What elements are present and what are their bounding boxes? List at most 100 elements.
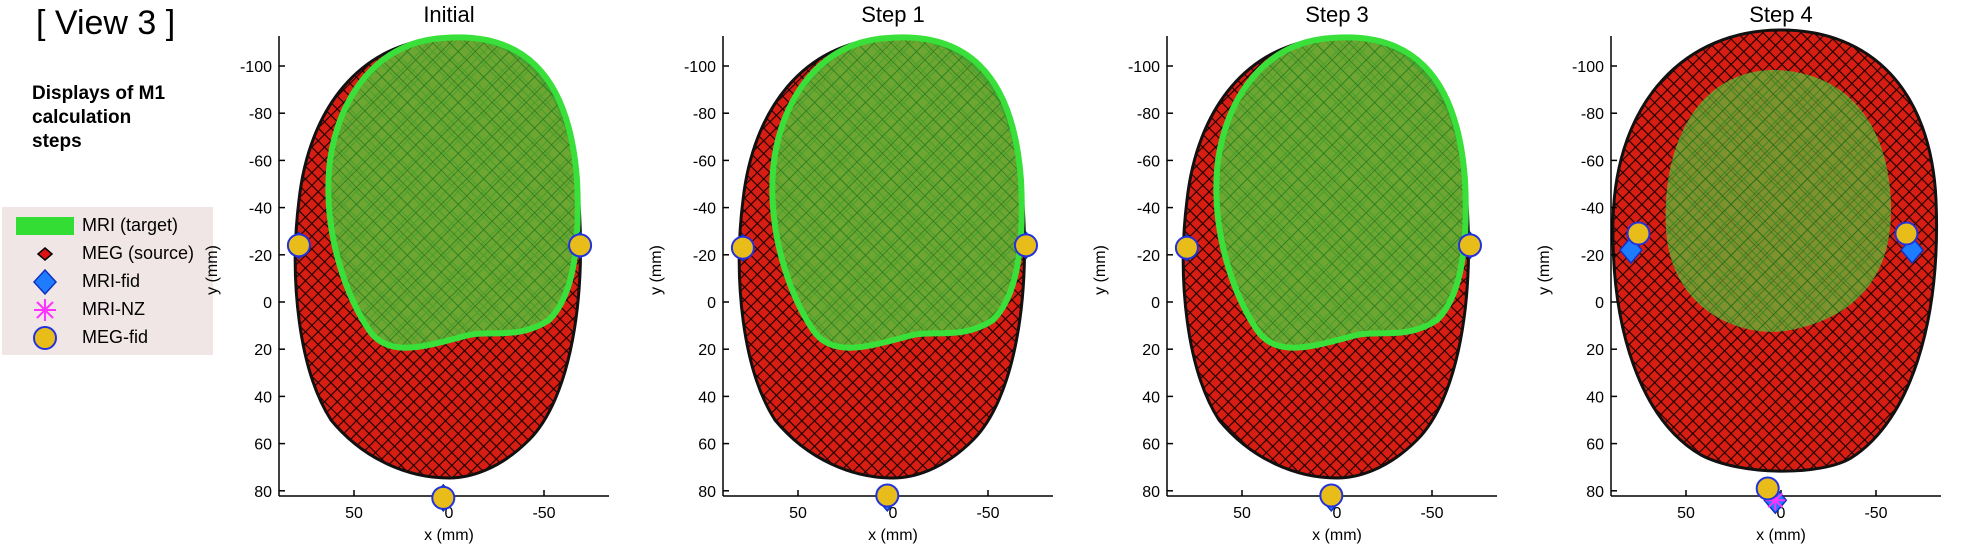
meg-fid-marker	[1174, 235, 1199, 260]
y-tick-label: 80	[1142, 484, 1160, 501]
red-diamond-icon	[36, 247, 54, 261]
y-tick-label: 0	[707, 295, 716, 312]
y-tick-label: 40	[1142, 389, 1160, 406]
x-tick-label: 0	[1777, 505, 1786, 522]
blue-diamond-icon	[32, 269, 58, 295]
x-tick-label: -50	[532, 505, 555, 522]
y-tick-label: 80	[1586, 484, 1604, 501]
y-tick-label: 60	[698, 437, 716, 454]
y-tick-label: -40	[249, 201, 272, 218]
legend: MRI (target) MEG (source) MRI-fid MRI-NZ…	[2, 207, 213, 355]
meg-fid-marker	[1626, 221, 1651, 246]
chart-title: Step 3	[1305, 2, 1369, 27]
y-tick-label: -80	[249, 106, 272, 123]
meg-fid-marker	[1755, 476, 1780, 501]
y-tick-label: -20	[1137, 248, 1160, 265]
chart-title: Initial	[423, 2, 474, 27]
x-axis-label: x (mm)	[1756, 527, 1806, 544]
legend-item: MRI-fid	[2, 269, 213, 295]
meg-fid-marker	[568, 233, 593, 258]
y-axis-label: y (mm)	[648, 245, 665, 295]
chart-title: Step 1	[861, 2, 925, 27]
x-tick-label: 0	[445, 505, 454, 522]
y-tick-label: -20	[249, 248, 272, 265]
chart-panel: -100 -80 -60 -40 -20 0 20 40 60 80 50 0 -50 Step 4 x (…	[1536, 2, 1941, 544]
x-axis-label: x (mm)	[868, 527, 918, 544]
y-tick-label: 60	[1586, 437, 1604, 454]
y-axis-label: y (mm)	[1092, 245, 1109, 295]
y-tick-label: 0	[1151, 295, 1160, 312]
y-tick-label: -60	[1581, 153, 1604, 170]
y-tick-label: -20	[1581, 248, 1604, 265]
y-tick-label: -80	[1581, 106, 1604, 123]
x-tick-label: 50	[1233, 505, 1251, 522]
y-tick-label: 60	[1142, 437, 1160, 454]
meg-fid-marker	[1458, 233, 1482, 258]
meg-fid-marker	[1014, 233, 1038, 258]
chart-panel: -100 -80 -60 -40 -20 0 20 40 60 80 50 0 -50 Step 3 x (…	[1092, 2, 1497, 544]
legend-item: MRI (target)	[2, 213, 213, 239]
y-tick-label: 20	[1142, 342, 1160, 359]
chart-panel: -100 -80 -60 -40 -20 0 20 40 60 80 50 0 -50 Initial x …	[204, 2, 609, 544]
yellow-circle-icon	[33, 326, 57, 350]
legend-label: MRI-fid	[82, 271, 140, 291]
y-tick-label: -100	[1572, 59, 1604, 76]
y-tick-label: -100	[684, 59, 716, 76]
y-tick-label: -100	[240, 59, 272, 76]
chart-title: Step 4	[1749, 2, 1813, 27]
subtitle: Displays of M1 calculation steps	[32, 83, 166, 152]
x-axis-label: x (mm)	[424, 527, 474, 544]
x-axis-label: x (mm)	[1312, 527, 1362, 544]
meg-fid-marker	[1319, 483, 1344, 508]
y-tick-label: 20	[1586, 342, 1604, 359]
x-tick-label: 50	[789, 505, 807, 522]
y-tick-label: -60	[1137, 153, 1160, 170]
mri-nz-stroke	[1767, 492, 1784, 508]
y-tick-label: 60	[254, 437, 272, 454]
y-tick-label: -60	[693, 153, 716, 170]
y-tick-label: 20	[254, 342, 272, 359]
legend-label: MRI (target)	[82, 215, 179, 235]
x-tick-label: -50	[1864, 505, 1887, 522]
magenta-asterisk-icon	[34, 299, 56, 321]
x-tick-label: -50	[1420, 505, 1443, 522]
meg-fid-marker	[730, 235, 755, 260]
green-patch-icon	[16, 217, 74, 235]
y-tick-label: 80	[698, 484, 716, 501]
x-tick-label: 0	[1333, 505, 1342, 522]
y-tick-label: 40	[698, 389, 716, 406]
y-axis-label: y (mm)	[204, 245, 221, 295]
y-tick-label: 20	[698, 342, 716, 359]
y-tick-label: -40	[1581, 201, 1604, 218]
view-label: [ View 3 ]	[36, 4, 176, 42]
y-tick-label: -100	[1128, 59, 1160, 76]
legend-item: MEG (source)	[2, 241, 213, 267]
mri-target-mesh	[1665, 70, 1891, 332]
chart-panel: -100 -80 -60 -40 -20 0 20 40 60 80 50 0 -50 Step 1 x (…	[648, 2, 1053, 544]
meg-fid-marker	[431, 485, 456, 510]
legend-item: MRI-NZ	[2, 297, 213, 323]
y-axis-label: y (mm)	[1536, 245, 1553, 295]
y-tick-label: -40	[693, 201, 716, 218]
mri-target-mesh	[1213, 34, 1469, 351]
y-tick-label: 40	[1586, 389, 1604, 406]
legend-label: MEG-fid	[82, 327, 149, 347]
y-tick-label: 0	[263, 295, 272, 312]
y-tick-label: -80	[693, 106, 716, 123]
meg-fid-marker	[286, 233, 311, 258]
y-tick-label: 80	[254, 484, 272, 501]
y-tick-label: 0	[1595, 295, 1604, 312]
meg-fid-marker	[875, 483, 900, 508]
y-tick-label: -40	[1137, 201, 1160, 218]
mri-target-mesh	[769, 34, 1025, 351]
y-tick-label: 40	[254, 389, 272, 406]
x-tick-label: 0	[889, 505, 898, 522]
legend-item: MEG-fid	[2, 325, 213, 351]
legend-label: MEG (source)	[82, 243, 195, 263]
mri-target-mesh	[325, 34, 581, 351]
x-tick-label: 50	[345, 505, 363, 522]
y-tick-label: -60	[249, 153, 272, 170]
x-tick-label: 50	[1677, 505, 1695, 522]
x-tick-label: -50	[976, 505, 999, 522]
